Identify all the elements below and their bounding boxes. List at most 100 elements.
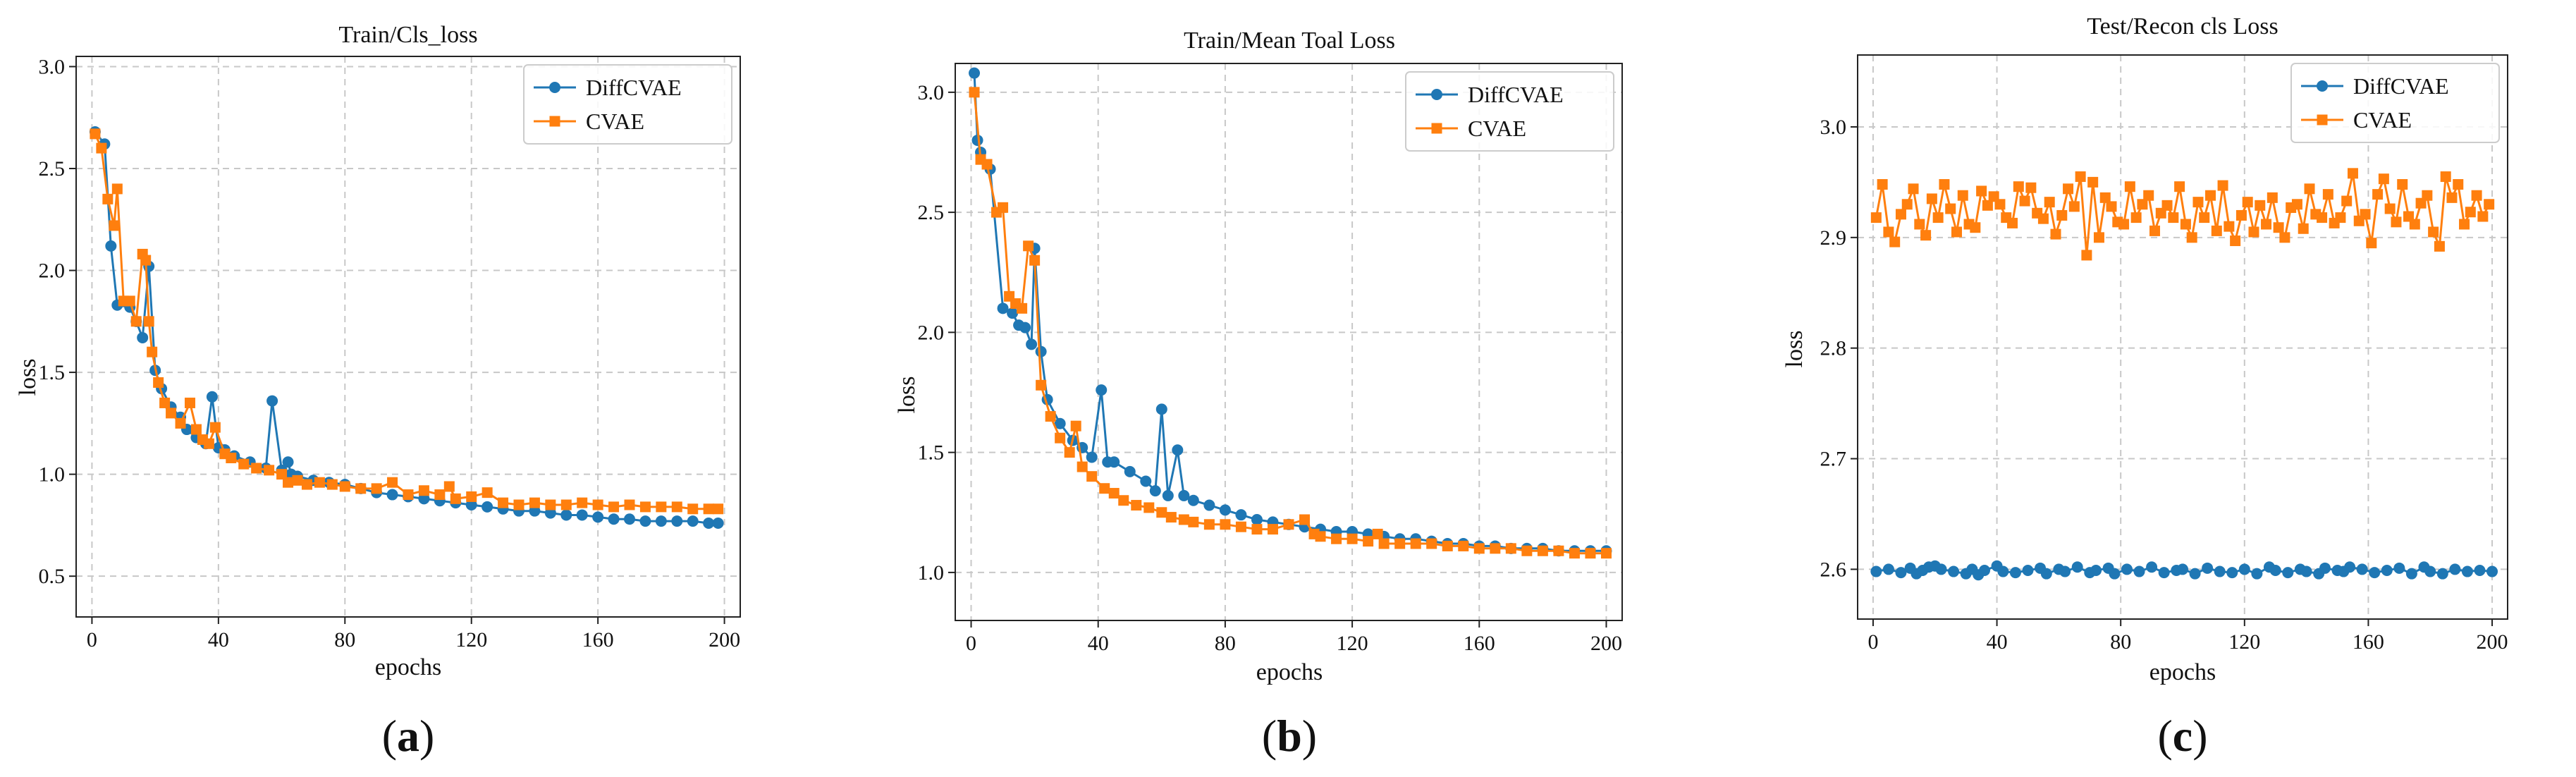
panel-c-cvae-point <box>2050 228 2061 240</box>
panel-c: Test/Recon cls Loss 0 40 80 120 160 200 2.6 2.7… <box>1781 13 2508 761</box>
panel-c-xtick-label: 200 <box>2477 630 2508 654</box>
panel-c-cvae-point <box>2347 168 2358 179</box>
panel-c-xtick-label: 160 <box>2353 630 2384 654</box>
panel-a-cvae-point <box>450 493 461 504</box>
panel-c-cvae-point <box>2019 195 2030 207</box>
panel-a-ylabel: loss <box>15 359 41 396</box>
panel-b-diff-point <box>1203 499 1215 511</box>
panel-a-cvae-point <box>639 501 651 513</box>
panel-c-cvae-point <box>2217 180 2228 191</box>
panel-b-cvae-point <box>1458 540 1469 551</box>
panel-c-cvae-point <box>2063 183 2074 195</box>
svg-text:(a): (a) <box>382 711 435 761</box>
panel-b-plot: 0 40 80 120 160 200 1.0 1.5 2.0 2.5 3.0 DiffCVAE CVA… <box>918 63 1623 655</box>
panel-b-diff-point <box>1026 338 1038 350</box>
panel-a-series-diff-line <box>94 131 718 525</box>
panel-c-diff-point <box>2238 563 2250 575</box>
panel-b-legend-cvae-label: CVAE <box>1468 116 1526 141</box>
panel-c-diff-point <box>2393 562 2405 574</box>
panel-a-ytick-label: 1.0 <box>39 463 66 487</box>
panel-c-cvae-point <box>1976 185 1987 197</box>
panel-c-cvae-point <box>2180 219 2191 230</box>
panel-c-cvae-point <box>2224 221 2235 232</box>
panel-c-cvae-point <box>1957 190 1968 201</box>
panel-b-cvae-point <box>1537 545 1548 556</box>
panel-a-ytick-label: 3.0 <box>39 55 66 78</box>
panel-a-cvae-point <box>560 499 572 510</box>
panel-a-diff-point <box>655 515 667 527</box>
panel-c-diff-point <box>2461 565 2473 577</box>
panel-b-xtick-label: 80 <box>1215 632 1236 655</box>
panel-c-cvae-point <box>1994 199 2006 210</box>
panel-c-diff-point <box>2121 563 2133 575</box>
panel-a-cvae-point <box>90 128 101 140</box>
panel-c-legend-cvae-label: CVAE <box>2353 107 2412 133</box>
panel-c-cvae-point <box>2434 240 2445 252</box>
panel-a-diff-point <box>418 493 430 505</box>
panel-b-cvae-point <box>1165 512 1177 523</box>
panel-c-cvae-point <box>2428 226 2439 238</box>
panel-b-diff-point <box>1054 417 1066 429</box>
panel-b-cvae-point <box>1410 538 1421 549</box>
panel-a-cvae-point <box>713 503 724 515</box>
panel-a-xtick-label: 160 <box>582 628 614 651</box>
panel-a-cvae-point <box>190 424 202 435</box>
panel-c-legend-cvae-marker <box>2317 114 2328 126</box>
panel-a-diff-point <box>465 499 477 510</box>
panel-a-cvae-point <box>111 183 123 195</box>
panel-b-diff-point <box>1219 504 1231 516</box>
panel-c-cvae-point <box>2099 192 2111 203</box>
panel-c-cvae-point <box>1939 179 1950 190</box>
panel-c-cvae-point <box>2409 219 2420 230</box>
panel-a-legend-diff-label: DiffCVAE <box>586 75 682 100</box>
panel-b-cvae-point <box>1070 420 1081 432</box>
panel-b-cvae-point <box>1331 533 1342 544</box>
panel-b-legend <box>1405 71 1614 152</box>
panel-c-diff-point <box>2486 565 2498 577</box>
panel-c-diff-point <box>2146 561 2158 573</box>
panel-a-title: Train/Cls_loss <box>338 22 477 48</box>
panel-c-diff-point <box>2356 563 2368 575</box>
panel-a-cvae-point <box>147 346 158 357</box>
panel-b-cvae-point <box>1600 548 1612 559</box>
panel-a-cvae-point <box>443 481 455 492</box>
panel-a-cvae-point <box>656 501 667 513</box>
panel-a-cvae-point <box>102 193 114 204</box>
panel-c-cvae-point <box>2255 200 2266 211</box>
panel-a-cvae-point <box>529 497 540 508</box>
panel-b-cvae-point <box>1077 461 1088 472</box>
panel-c-diff-point <box>2344 561 2356 573</box>
panel-b-ytick-label: 3.0 <box>918 81 945 104</box>
panel-a-cvae-point <box>466 491 477 502</box>
panel-a-cvae-point <box>687 503 699 515</box>
panel-a-cvae-point <box>159 397 171 408</box>
panel-a-caption-letter: a <box>397 711 419 761</box>
panel-a-cvae-point <box>251 463 262 474</box>
panel-a-cvae-point <box>143 316 154 327</box>
panel-a-diff-point <box>266 395 278 407</box>
panel-a-cvae-point <box>671 501 682 513</box>
panel-c-cvae-point <box>2378 173 2389 185</box>
panel-c-ytick-label: 2.6 <box>1820 558 1847 581</box>
panel-c-cvae-point <box>2235 209 2247 221</box>
panel-c-cvae-point <box>2397 179 2408 190</box>
panel-b-cvae-point <box>1553 545 1564 556</box>
panel-b-caption: (b) <box>1262 711 1317 761</box>
panel-c-diff-point <box>2189 568 2201 580</box>
panel-a-diff-point <box>703 518 715 530</box>
panel-c-diff-point <box>2158 567 2170 579</box>
panel-c-cvae-point <box>2440 171 2451 183</box>
panel-a-xtick-label: 80 <box>334 628 355 651</box>
panel-b-cvae-point <box>969 87 980 98</box>
panel-c-cvae-point <box>2044 197 2055 208</box>
panel-c-cvae-point <box>2273 222 2284 233</box>
panel-b-cvae-point <box>1585 548 1596 559</box>
panel-b-cvae-point <box>1064 447 1075 458</box>
panel-a-diff-point <box>105 240 117 252</box>
panel-c-cvae-point <box>2118 219 2130 230</box>
panel-c-diff-point <box>2090 564 2102 576</box>
panel-b-cvae-point <box>1108 488 1120 499</box>
panel-a-cvae-point <box>140 255 152 266</box>
panel-b-cvae-point <box>1023 240 1034 252</box>
panel-b-cvae-point <box>1372 528 1383 539</box>
